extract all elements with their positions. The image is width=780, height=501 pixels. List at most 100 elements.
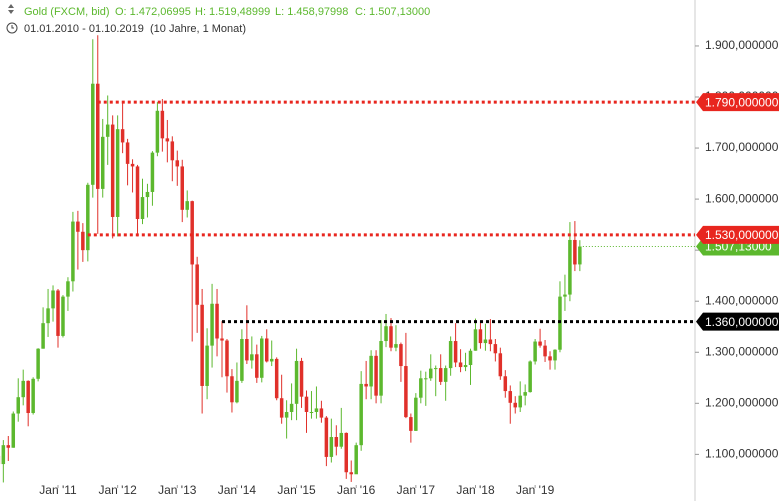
candle-body	[150, 152, 155, 192]
candle-body	[274, 358, 279, 399]
candle-body	[220, 338, 224, 341]
candle-body	[319, 408, 324, 418]
candle-body	[553, 349, 557, 361]
candle-body	[185, 201, 189, 210]
candle-body	[369, 355, 373, 387]
candle-body	[289, 403, 294, 412]
y-tick-label: 1.300,000000	[705, 344, 779, 358]
candle-body	[46, 308, 50, 324]
candle-body	[41, 323, 45, 349]
collapse-icon[interactable]	[8, 4, 14, 14]
y-tick-label: 1.700,000000	[705, 140, 779, 154]
candle-body	[538, 341, 542, 346]
candle-body	[558, 296, 562, 350]
level-label: 1.790,000000	[705, 95, 779, 109]
candle-body	[86, 184, 90, 251]
candle-body	[513, 402, 517, 408]
period: (10 Jahre, 1 Monat)	[150, 23, 246, 35]
candle-body	[488, 339, 493, 345]
candle-body	[235, 380, 239, 403]
candle-body	[329, 437, 334, 457]
candle-body	[91, 83, 95, 185]
candle-body	[344, 432, 349, 473]
candle-body	[379, 341, 383, 396]
candle-body	[404, 366, 408, 418]
x-tick-label: Jan '14	[218, 483, 257, 497]
level-label: 1.360,000000	[705, 315, 779, 329]
x-tick-label: Jan '11	[39, 483, 77, 497]
candle-body	[533, 341, 537, 362]
ohlc-open: O: 1.472,06995	[115, 6, 191, 18]
candle-body	[215, 303, 219, 339]
candle-body	[175, 160, 180, 167]
candle-body	[493, 344, 498, 354]
candle-body	[36, 348, 40, 379]
x-tick-label: Jan '17	[397, 483, 436, 497]
x-tick-label: Jan '12	[98, 483, 137, 497]
candle-body	[364, 383, 368, 387]
candle-body	[399, 344, 403, 367]
candle-body	[195, 264, 199, 305]
candle-body	[6, 445, 11, 448]
candle-body	[96, 83, 100, 189]
candle-body	[573, 239, 577, 265]
candle-body	[190, 201, 194, 265]
y-tick-label: 1.400,000000	[705, 293, 779, 307]
candle-body	[225, 340, 229, 377]
candle-body	[11, 413, 16, 448]
candle-body	[498, 353, 503, 377]
candle-body	[374, 355, 378, 396]
candle-body	[230, 376, 234, 403]
candle-body	[51, 290, 55, 309]
candle-body	[433, 368, 438, 370]
candle-body	[245, 338, 249, 361]
candle-body	[56, 290, 60, 336]
candle-body	[180, 166, 184, 210]
candle-body	[478, 329, 483, 344]
candle-body	[264, 338, 269, 362]
candle-body	[210, 303, 214, 346]
candle-body	[81, 231, 85, 251]
candle-body	[145, 191, 150, 198]
candle-body	[71, 221, 75, 282]
candle-body	[424, 378, 428, 380]
level-label: 1.530,000000	[705, 228, 779, 242]
title: Gold (FXCM, bid)	[24, 6, 110, 18]
candle-body	[324, 417, 329, 457]
candle-body	[503, 376, 508, 392]
y-tick-label: 1.900,000000	[705, 38, 779, 52]
candle-body	[105, 124, 110, 137]
candle-body	[21, 380, 25, 398]
candle-body	[26, 380, 30, 414]
candle-body	[443, 368, 448, 382]
candle-body	[16, 397, 20, 414]
x-tick-label: Jan '19	[516, 483, 555, 497]
y-tick-label: 1.200,000000	[705, 395, 779, 409]
candle-body	[508, 391, 513, 403]
candle-body	[463, 365, 468, 368]
candle-body	[269, 358, 274, 362]
candle-body	[339, 432, 344, 447]
candle-body	[165, 138, 170, 142]
candle-body	[359, 383, 363, 446]
plot-area	[0, 35, 582, 483]
candle-body	[429, 368, 433, 379]
candle-body	[299, 360, 304, 397]
candle-body	[468, 350, 473, 366]
candle-body	[205, 345, 209, 386]
candle-body	[523, 392, 527, 396]
candle-body	[543, 345, 547, 357]
y-tick-label: 1.600,000000	[705, 191, 779, 205]
candle-body	[389, 326, 393, 348]
ohlc-high: H: 1.519,48999	[195, 6, 270, 18]
candle-body	[110, 124, 115, 217]
candle-body	[483, 339, 488, 344]
candle-body	[250, 354, 254, 361]
ohlc-close: C: 1.507,13000	[355, 6, 430, 18]
level-box	[696, 312, 779, 331]
candle-body	[279, 398, 284, 418]
candle-body	[61, 296, 65, 336]
candle-body	[354, 445, 358, 475]
